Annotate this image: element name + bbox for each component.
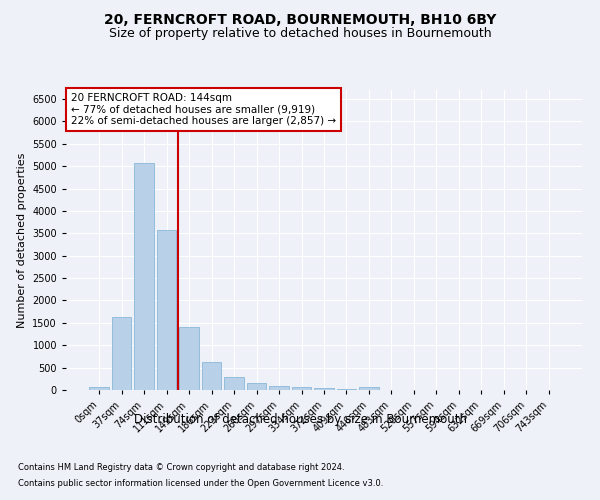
Text: Contains HM Land Registry data © Crown copyright and database right 2024.: Contains HM Land Registry data © Crown c… (18, 464, 344, 472)
Bar (359, 388, 379, 390)
Bar (157, 230, 176, 390)
Bar (134, 164, 154, 390)
Bar (202, 362, 221, 390)
Bar (247, 384, 266, 390)
Text: Contains public sector information licensed under the Open Government Licence v3: Contains public sector information licen… (18, 478, 383, 488)
Bar (314, 388, 334, 390)
Bar (112, 318, 131, 390)
Bar (179, 328, 199, 390)
Bar (292, 388, 311, 390)
Text: 20 FERNCROFT ROAD: 144sqm
← 77% of detached houses are smaller (9,919)
22% of se: 20 FERNCROFT ROAD: 144sqm ← 77% of detac… (71, 93, 336, 126)
Bar (337, 388, 356, 390)
Text: Size of property relative to detached houses in Bournemouth: Size of property relative to detached ho… (109, 28, 491, 40)
Text: 20, FERNCROFT ROAD, BOURNEMOUTH, BH10 6BY: 20, FERNCROFT ROAD, BOURNEMOUTH, BH10 6B… (104, 12, 496, 26)
Bar (269, 386, 289, 390)
Bar (89, 386, 109, 390)
Bar (224, 376, 244, 390)
Text: Distribution of detached houses by size in Bournemouth: Distribution of detached houses by size … (133, 412, 467, 426)
Y-axis label: Number of detached properties: Number of detached properties (17, 152, 26, 328)
